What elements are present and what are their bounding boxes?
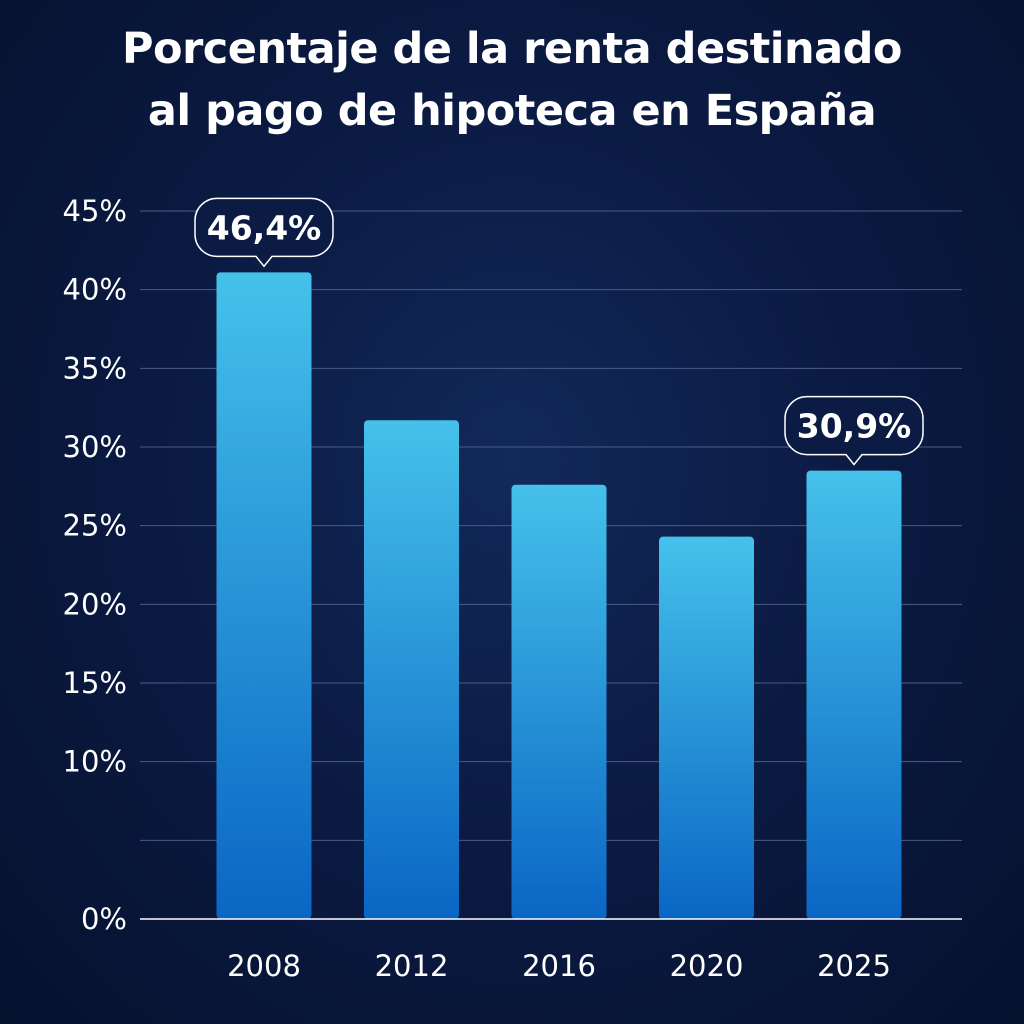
bar-2025 (806, 470, 902, 919)
y-axis-tick-labels: 0% 10% 15% 20% 25% 30% 35% 40% 45% (63, 194, 127, 936)
chart-title-line-1: Porcentaje de la renta destinado (122, 24, 902, 74)
x-category-label: 2020 (670, 949, 744, 983)
x-category-label: 2016 (522, 949, 596, 983)
y-tick-label: 45% (63, 194, 127, 228)
y-tick-label: 20% (63, 587, 127, 621)
value-callouts: 46,4% 30,9% (194, 197, 924, 466)
y-tick-label: 0% (81, 902, 127, 936)
x-category-label: 2008 (227, 949, 301, 983)
bars (216, 272, 902, 919)
callout-2008: 46,4% (194, 197, 334, 268)
y-tick-label: 30% (63, 430, 127, 464)
callout-label: 30,9% (797, 407, 912, 446)
callout-bubble (784, 395, 924, 466)
x-category-label: 2025 (817, 949, 891, 983)
x-axis-category-labels: 2008 2012 2016 2020 2025 (227, 949, 891, 983)
bar-2008 (216, 272, 312, 919)
y-tick-label: 25% (63, 509, 127, 543)
y-tick-label: 10% (63, 745, 127, 779)
bar-2016 (511, 484, 607, 919)
y-tick-label: 15% (63, 666, 127, 700)
chart-title-line-2: al pago de hipoteca en España (147, 86, 877, 136)
y-tick-label: 35% (63, 351, 127, 385)
bar-2020 (659, 536, 754, 919)
callout-2025: 30,9% (784, 395, 924, 466)
callout-bubble (194, 197, 334, 268)
chart-title: Porcentaje de la renta destinado al pago… (0, 18, 1024, 142)
bar-2012 (364, 420, 459, 919)
callout-label: 46,4% (207, 208, 322, 247)
y-tick-label: 40% (63, 273, 127, 307)
x-category-label: 2012 (375, 949, 449, 983)
